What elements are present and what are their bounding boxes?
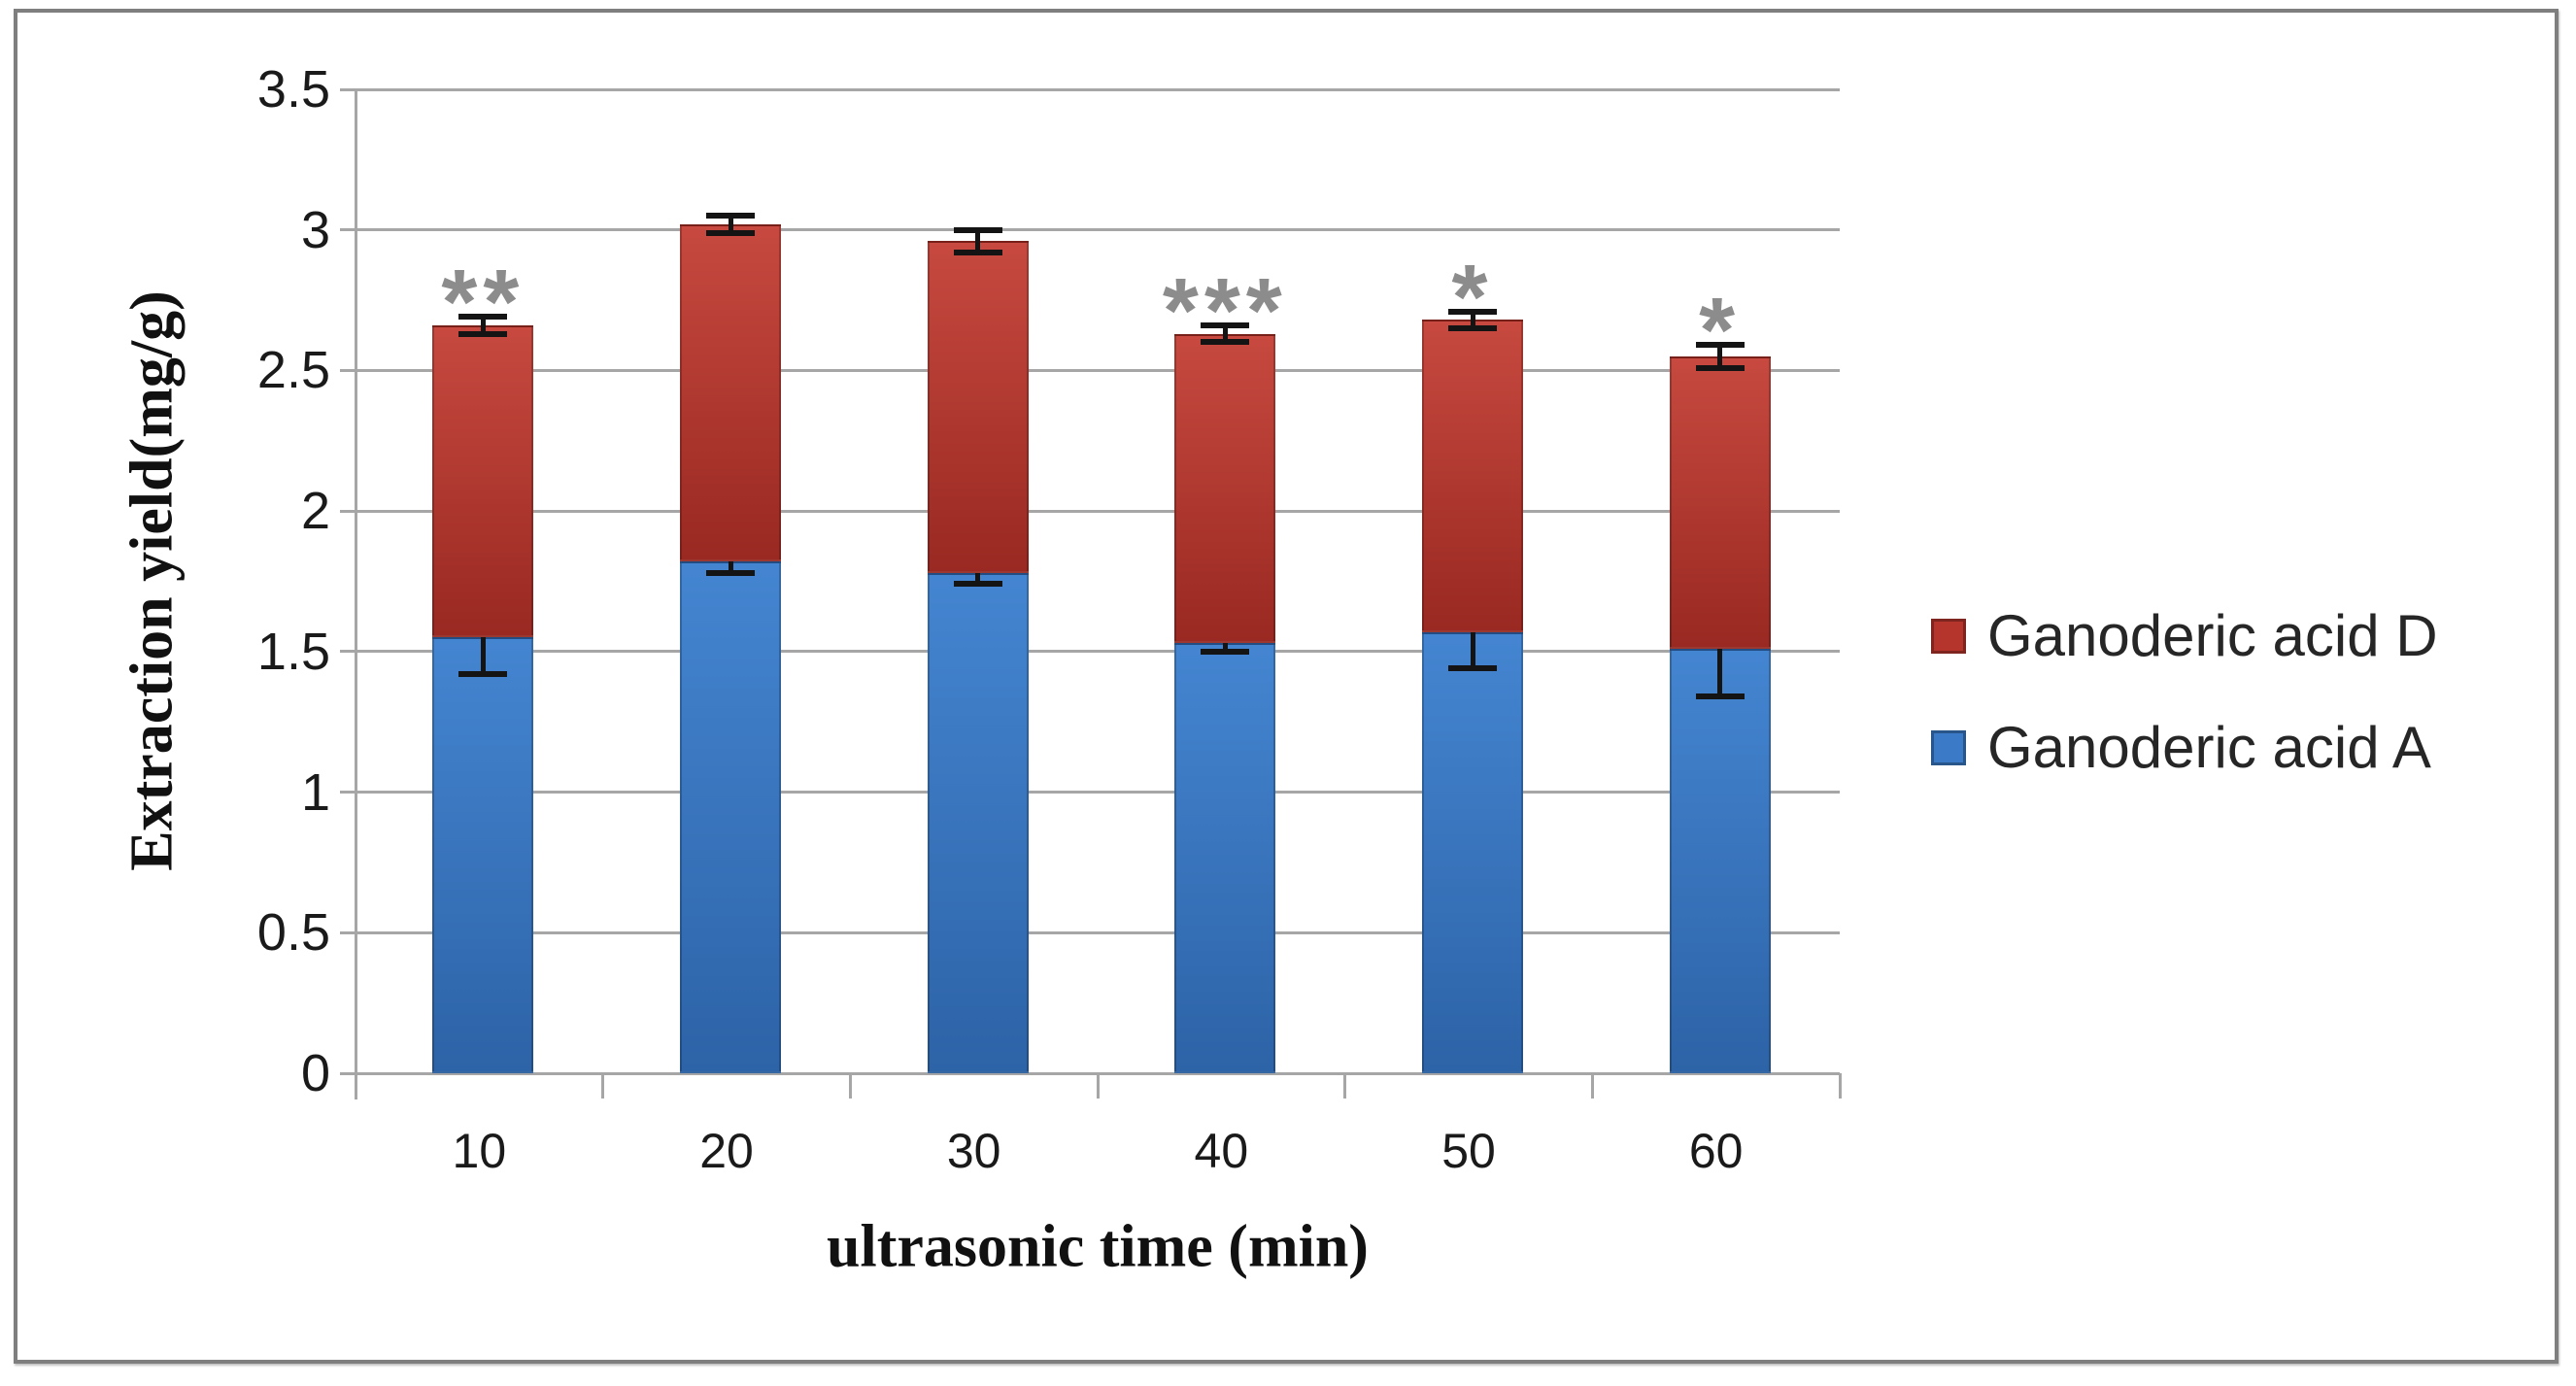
bar-segment-ganoderic-acid-a-10 (432, 637, 534, 1073)
y-axis-tick (340, 791, 356, 794)
bar-segment-ganoderic-acid-a-20 (680, 561, 781, 1073)
x-tick-label: 50 (1441, 1124, 1496, 1178)
bar-segment-ganoderic-acid-a-60 (1669, 648, 1771, 1073)
error-bar-cap-bottom (458, 330, 508, 337)
gridline (356, 791, 1840, 794)
y-axis-tick (340, 930, 356, 934)
legend-item-ganoderic-acid-a: Ganoderic acid A (1931, 714, 2431, 781)
y-axis-tick (340, 368, 356, 372)
bar-segment-ganoderic-acid-d-60 (1669, 355, 1771, 649)
y-axis-tick (340, 87, 356, 91)
y-axis-title: Extraction yield(mg/g) (119, 290, 186, 871)
error-bar-line (1470, 594, 1475, 669)
x-tick-label: 20 (699, 1124, 754, 1178)
bar-segment-ganoderic-acid-a-50 (1422, 631, 1523, 1073)
bar-segment-ganoderic-acid-d-20 (680, 223, 781, 562)
y-tick-label: 2.5 (256, 341, 330, 400)
x-axis-tick (1096, 1073, 1100, 1099)
y-axis-tick (340, 509, 356, 513)
error-bar-cap-top (1695, 342, 1745, 349)
error-bar-cap-bottom (953, 249, 1002, 255)
error-bar-line (1222, 634, 1228, 652)
error-bar-cap-bottom (953, 581, 1002, 588)
y-axis-tick (340, 228, 356, 232)
bar-segment-ganoderic-acid-d-30 (927, 241, 1029, 573)
error-bar-cap-top (1201, 322, 1250, 329)
x-tick-label: 60 (1688, 1124, 1744, 1178)
bar-segment-ganoderic-acid-a-40 (1174, 643, 1276, 1073)
gridline (356, 930, 1840, 934)
error-bar-cap-bottom (1695, 693, 1745, 700)
legend-swatch (1931, 618, 1966, 654)
x-axis-tick (1343, 1073, 1347, 1099)
y-tick-label: 3 (300, 200, 330, 259)
bar-segment-ganoderic-acid-d-10 (432, 325, 534, 638)
x-axis-tick (601, 1073, 605, 1099)
error-bar-cap-top (1448, 308, 1497, 315)
error-bar-cap-bottom (706, 229, 755, 236)
x-tick-label: 40 (1194, 1124, 1249, 1178)
legend-label: Ganoderic acid A (1987, 715, 2431, 780)
x-axis-tick (1590, 1073, 1594, 1099)
y-tick-label: 3.5 (256, 60, 330, 118)
bar-segment-ganoderic-acid-d-40 (1174, 333, 1276, 644)
y-tick-label: 0 (300, 1044, 330, 1102)
legend-swatch (1931, 729, 1966, 765)
legend-item-ganoderic-acid-d: Ganoderic acid D (1931, 602, 2438, 669)
x-tick-label: 30 (946, 1124, 1001, 1178)
gridline (356, 509, 1840, 513)
error-bar-cap-top (953, 226, 1002, 233)
error-bar-line (1717, 345, 1723, 368)
error-bar-line (480, 600, 486, 674)
significance-marker-40: *** (1162, 259, 1288, 363)
y-tick-label: 2 (300, 482, 330, 541)
y-axis-line (354, 89, 357, 1099)
error-bar-line (975, 561, 981, 585)
bar-segment-ganoderic-acid-a-30 (927, 572, 1029, 1073)
error-bar-cap-top (458, 314, 508, 321)
error-bar-cap-bottom (1448, 325, 1497, 331)
x-axis-tick (354, 1073, 357, 1099)
gridline (356, 87, 1840, 91)
error-bar-cap-bottom (1448, 665, 1497, 672)
x-axis-tick (848, 1073, 852, 1099)
y-tick-label: 1.5 (256, 622, 330, 681)
x-axis-tick (1838, 1073, 1842, 1099)
bar-segment-ganoderic-acid-d-50 (1422, 320, 1523, 632)
error-bar-cap-top (706, 213, 755, 220)
gridline (356, 368, 1840, 372)
error-bar-line (1222, 325, 1228, 343)
error-bar-line (728, 216, 733, 233)
x-axis-title: ultrasonic time (min) (827, 1213, 1369, 1280)
gridline (356, 650, 1840, 654)
error-bar-line (480, 317, 486, 334)
error-bar-line (1470, 311, 1475, 328)
y-axis-tick (340, 1071, 356, 1075)
error-bar-cap-bottom (1201, 339, 1250, 346)
figure-border (14, 9, 2559, 1364)
legend-label: Ganoderic acid D (1987, 603, 2438, 668)
significance-marker-60: * (1699, 279, 1742, 383)
error-bar-cap-bottom (706, 569, 755, 576)
error-bar-cap-bottom (1695, 364, 1745, 371)
error-bar-line (975, 229, 981, 253)
gridline (356, 228, 1840, 232)
error-bar-cap-bottom (1201, 648, 1250, 655)
x-tick-label: 10 (452, 1124, 507, 1178)
y-axis-tick (340, 650, 356, 654)
significance-marker-50: * (1451, 245, 1494, 349)
significance-marker-10: ** (441, 251, 525, 355)
y-tick-label: 0.5 (256, 903, 330, 963)
error-bar-cap-bottom (458, 671, 508, 677)
y-tick-label: 1 (300, 762, 330, 822)
